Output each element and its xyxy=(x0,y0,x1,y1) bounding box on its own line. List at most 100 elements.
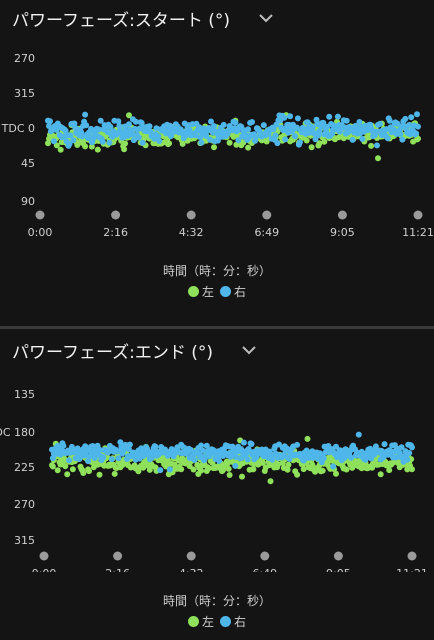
x-tick-label: 11:21 xyxy=(396,567,428,572)
chevron-down-icon[interactable] xyxy=(239,340,259,360)
data-point-right xyxy=(47,118,53,125)
data-point-right xyxy=(415,123,421,130)
data-point-left xyxy=(285,461,292,468)
data-point-right xyxy=(50,138,57,145)
data-point-right xyxy=(135,134,142,141)
chevron-down-icon[interactable] xyxy=(256,8,276,28)
divider xyxy=(0,326,434,329)
data-point-right xyxy=(196,124,203,131)
data-point-right xyxy=(245,126,252,133)
data-point-right xyxy=(384,135,391,142)
x-tick-dot[interactable] xyxy=(407,551,417,561)
scatter-plot: 135 BDC 180 225 270 315 0:00 2:16 4:32 6:49 9:05 1… xyxy=(0,388,428,572)
data-point-right xyxy=(211,123,217,130)
data-point-left xyxy=(409,466,415,473)
data-point-right xyxy=(60,442,67,449)
data-point-right xyxy=(274,140,281,147)
x-tick-dot[interactable] xyxy=(333,551,343,561)
x-tick-dot[interactable] xyxy=(111,210,121,220)
data-point-right xyxy=(83,122,90,129)
data-point-right xyxy=(203,132,210,139)
y-tick-label: 315 xyxy=(14,534,35,547)
x-tick-label: 6:49 xyxy=(252,567,277,572)
data-point-right xyxy=(108,456,115,463)
data-point-right xyxy=(74,445,81,452)
data-point-right xyxy=(406,450,413,456)
data-point-left xyxy=(62,463,69,470)
data-point-right xyxy=(198,139,205,146)
x-axis-title: 時間（時：分：秒） xyxy=(162,594,271,608)
data-point-left xyxy=(386,467,393,474)
y-tick-label: 270 xyxy=(14,498,35,511)
x-tick-label: 9:05 xyxy=(326,567,351,572)
data-point-left xyxy=(304,435,311,442)
y-tick-label: 90 xyxy=(21,195,35,208)
data-point-left xyxy=(57,146,64,153)
data-point-right xyxy=(152,443,159,450)
x-tick-dot[interactable] xyxy=(262,210,272,220)
x-tick-label: 11:21 xyxy=(402,226,434,239)
data-point-right xyxy=(187,446,194,453)
data-point-right xyxy=(381,441,388,448)
data-point-left xyxy=(275,461,282,468)
x-tick-dot[interactable] xyxy=(186,551,196,561)
data-point-left xyxy=(319,467,326,474)
y-tick-label: 135 xyxy=(14,388,35,401)
data-point-right xyxy=(132,118,139,125)
chart-title: パワーフェーズ:スタート (°) xyxy=(12,10,231,31)
data-point-right xyxy=(342,446,349,453)
data-point-left xyxy=(250,466,257,473)
data-point-right xyxy=(88,125,94,132)
data-point-left xyxy=(96,471,103,478)
x-tick-label: 2:16 xyxy=(103,226,128,239)
data-point-right xyxy=(409,444,415,451)
data-point-left xyxy=(303,137,310,144)
data-point-right xyxy=(168,133,174,140)
data-point-right xyxy=(198,442,205,449)
legend-label-right: 右 xyxy=(234,615,247,629)
data-point-right xyxy=(67,132,74,139)
x-tick-dot[interactable] xyxy=(113,551,123,561)
x-tick-label: 9:05 xyxy=(330,226,355,239)
x-tick-label: 4:32 xyxy=(179,567,204,572)
data-point-right xyxy=(349,136,356,143)
data-point-right xyxy=(374,142,380,149)
title-row: パワーフェーズ:スタート (°) xyxy=(12,6,276,31)
data-point-left xyxy=(415,135,421,142)
data-point-right xyxy=(408,114,415,121)
data-point-left xyxy=(69,466,76,473)
legend-item-left: 左 xyxy=(187,283,214,300)
data-point-right xyxy=(320,119,327,126)
data-point-right xyxy=(355,431,362,438)
data-point-right xyxy=(334,113,341,120)
data-point-left xyxy=(211,144,217,151)
data-point-left xyxy=(166,140,173,147)
data-point-right xyxy=(358,448,365,455)
data-point-left xyxy=(245,144,252,151)
data-point-right xyxy=(309,124,316,131)
data-point-right xyxy=(49,455,56,462)
data-point-right xyxy=(235,137,242,144)
data-point-right xyxy=(70,137,77,144)
x-tick-dot[interactable] xyxy=(186,210,196,220)
data-point-right xyxy=(232,119,239,126)
x-tick-dot[interactable] xyxy=(337,210,347,220)
data-point-right xyxy=(207,136,214,143)
x-tick-dot[interactable] xyxy=(35,210,45,220)
x-axis-title: 時間（時：分：秒） xyxy=(162,264,271,278)
data-point-right xyxy=(186,127,193,133)
x-tick-dot[interactable] xyxy=(413,210,423,220)
x-tick-dot[interactable] xyxy=(39,551,49,561)
data-point-right xyxy=(402,115,409,122)
data-point-right xyxy=(66,457,73,464)
data-point-left xyxy=(49,463,56,470)
data-point-left xyxy=(308,144,315,151)
data-point-right xyxy=(156,138,163,144)
legend: 時間（時：分：秒） 左 右 xyxy=(0,262,434,300)
data-point-right xyxy=(66,140,73,147)
data-point-right xyxy=(82,111,89,118)
x-tick-dot[interactable] xyxy=(260,551,270,561)
legend-item-right: 右 xyxy=(220,283,246,300)
data-point-right xyxy=(232,462,239,469)
data-point-left xyxy=(121,146,128,153)
